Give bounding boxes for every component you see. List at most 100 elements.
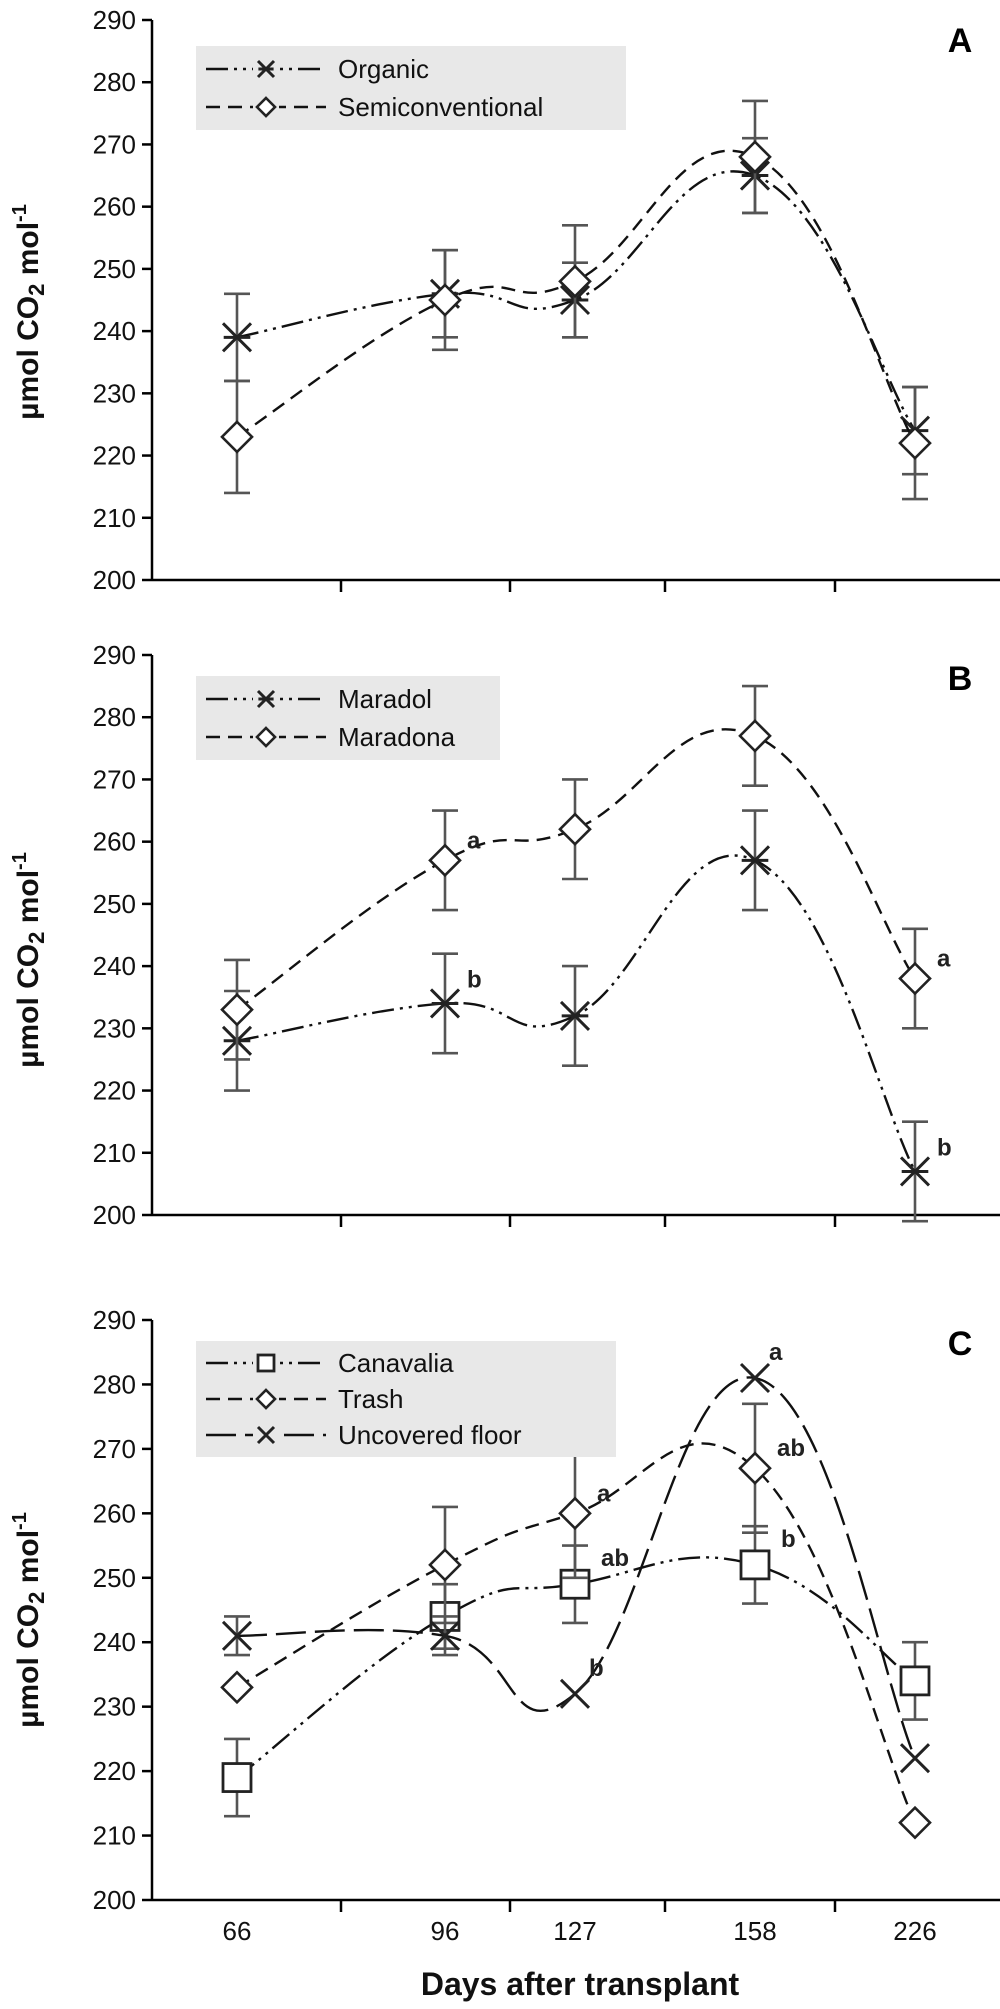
panel-c-legend: Canavalia Trash Uncovered floor [196, 1341, 616, 1457]
panel-a-legend-marker [255, 96, 277, 118]
panel-b-legend: Maradol Maradona [196, 676, 500, 760]
panel-b-y-tick-label: 220 [93, 1076, 136, 1106]
panel-a: µmol CO2 mol-1 A 200 210 220 230 240 250 260 27… [9, 5, 1000, 595]
panel-c-data-point [899, 1665, 931, 1697]
panel-c-y-tick-label: 210 [93, 1821, 136, 1851]
svg-text:µmol CO2 mol-1: µmol CO2 mol-1 [9, 852, 49, 1068]
x-tick-label: 96 [431, 1916, 460, 1946]
panel-c-ylabel-main: µmol CO [12, 1604, 45, 1728]
panel-b-y-tick-label: 210 [93, 1138, 136, 1168]
panel-c-data-point [429, 1620, 461, 1651]
panel-b-y-tick-label: 200 [93, 1200, 136, 1230]
panel-b-ylabel-mid: mol [12, 870, 45, 932]
panel-a-y-tick-label: 250 [93, 254, 136, 284]
panel-c-data-point [739, 1549, 771, 1581]
panel-b-ylabel-sub: 2 [24, 932, 49, 944]
panel-b-y-tick-label: 230 [93, 1013, 136, 1043]
panel-b-series-line [236, 854, 917, 1172]
panel-b-series-line [236, 728, 917, 1011]
panel-b-y-tick-label: 240 [93, 951, 136, 981]
panel-c-y-tick-label: 290 [93, 1305, 136, 1335]
panel-a-data-point [558, 264, 592, 299]
panel-c-data-point [559, 1678, 591, 1709]
panel-a-ylabel-mid: mol [12, 222, 45, 284]
panel-a-axes: 200 210 220 230 240 250 260 270 280 290 [93, 5, 1000, 595]
panel-b-significance-label: b [467, 966, 482, 993]
panel-c-data-point [898, 1805, 932, 1840]
panel-b-data-point [428, 843, 462, 878]
x-tick-label: 127 [553, 1916, 596, 1946]
panel-b: µmol CO2 mol-1 B 200 210 220 230 240 250 260 27… [9, 640, 1000, 1230]
panel-b-significance-label: b [937, 1134, 952, 1161]
panel-c-data-point [738, 1451, 772, 1486]
panel-c-legend-marker [255, 1388, 277, 1410]
panel-b-significance-label: a [937, 946, 951, 973]
panel-c-y-tick-label: 250 [93, 1563, 136, 1593]
panel-c-ylabel-mid: mol [12, 1530, 45, 1592]
panel-c-legend-marker [256, 1425, 276, 1445]
panel-c-data-point [221, 1762, 253, 1793]
panel-a-y-tick-label: 260 [93, 192, 136, 222]
panel-a-data-point [738, 140, 772, 174]
panel-c-y-axis-label: µmol CO2 mol-1 [9, 1512, 49, 1728]
panel-c-series-line [236, 1442, 917, 1824]
panel-c: µmol CO2 mol-1 C Days after transplant 2… [9, 1305, 1000, 2002]
panel-c-y-tick-label: 260 [93, 1498, 136, 1528]
panel-c-series-line [236, 1556, 916, 1779]
panel-c-significance-label: b [589, 1655, 604, 1682]
panel-c-significance-label: a [769, 1339, 783, 1366]
panel-b-data-point [559, 1000, 591, 1031]
panel-c-series-x: ba [221, 1339, 931, 1774]
panel-a-data-point [220, 420, 254, 454]
x-tick-label: 158 [733, 1916, 776, 1946]
x-tick-label: 66 [223, 1916, 252, 1946]
panel-c-significance-label: ab [777, 1435, 805, 1462]
panel-c-axes: 200 210 220 230 240 250 260 270 280 290 66 96 127 158… [93, 1305, 1000, 1946]
panel-a-ylabel-sub: 2 [24, 284, 49, 296]
panel-c-data-point [558, 1496, 592, 1531]
panel-b-series-diamond: aa [220, 684, 951, 1061]
panel-c-data-point [899, 1743, 931, 1774]
panel-a-y-tick-label: 280 [93, 67, 136, 97]
panel-b-data-point [739, 845, 771, 876]
panel-a-ylabel-sup: -1 [9, 204, 31, 222]
panel-b-y-tick-label: 290 [93, 640, 136, 670]
panel-b-data-point [738, 719, 772, 753]
panel-a-legend: Organic Semiconventional [196, 46, 626, 130]
panel-a-data-point [221, 322, 253, 353]
panel-b-ylabel-sup: -1 [9, 852, 31, 870]
panel-a-legend-label: Organic [338, 54, 429, 84]
panel-b-data-point [898, 961, 932, 996]
panel-a-series-diamond [220, 99, 932, 501]
panel-c-y-tick-label: 200 [93, 1885, 136, 1915]
panel-c-ylabel-sub: 2 [24, 1592, 49, 1604]
panel-c-y-tick-label: 230 [93, 1692, 136, 1722]
panel-b-y-tick-label: 280 [93, 702, 136, 732]
panel-a-y-tick-label: 270 [93, 129, 136, 159]
panel-a-y-tick-label: 290 [93, 5, 136, 35]
svg-text:µmol CO2 mol-1: µmol CO2 mol-1 [9, 1512, 49, 1728]
panel-b-axes: 200 210 220 230 240 250 260 270 280 290 [93, 640, 1000, 1230]
panel-c-significance-label: b [781, 1526, 796, 1553]
panel-a-series-line [236, 170, 917, 432]
x-tick-label: 226 [893, 1916, 936, 1946]
panel-b-data-point [558, 812, 592, 847]
panel-b-y-tick-label: 260 [93, 827, 136, 857]
panel-b-legend-marker [256, 689, 276, 709]
panel-b-y-axis-label: µmol CO2 mol-1 [9, 852, 49, 1068]
panel-c-y-tick-label: 220 [93, 1756, 136, 1786]
panel-a-y-tick-label: 240 [93, 316, 136, 346]
panel-a-data-point [428, 283, 462, 317]
panel-b-letter: B [948, 660, 973, 698]
panel-c-data-point [739, 1362, 771, 1394]
panel-c-series-line [236, 1376, 917, 1759]
panel-a-y-tick-label: 200 [93, 565, 136, 595]
panel-c-data-point [220, 1670, 254, 1705]
panel-c-data-point [428, 1548, 462, 1582]
panel-c-significance-label: ab [601, 1545, 629, 1572]
panel-c-legend-label: Uncovered floor [338, 1420, 522, 1450]
panel-b-legend-label: Maradol [338, 684, 432, 714]
panel-b-series-star: bb [221, 809, 952, 1223]
panel-c-significance-label: a [597, 1480, 611, 1507]
svg-text:µmol CO2 mol-1: µmol CO2 mol-1 [9, 204, 49, 420]
